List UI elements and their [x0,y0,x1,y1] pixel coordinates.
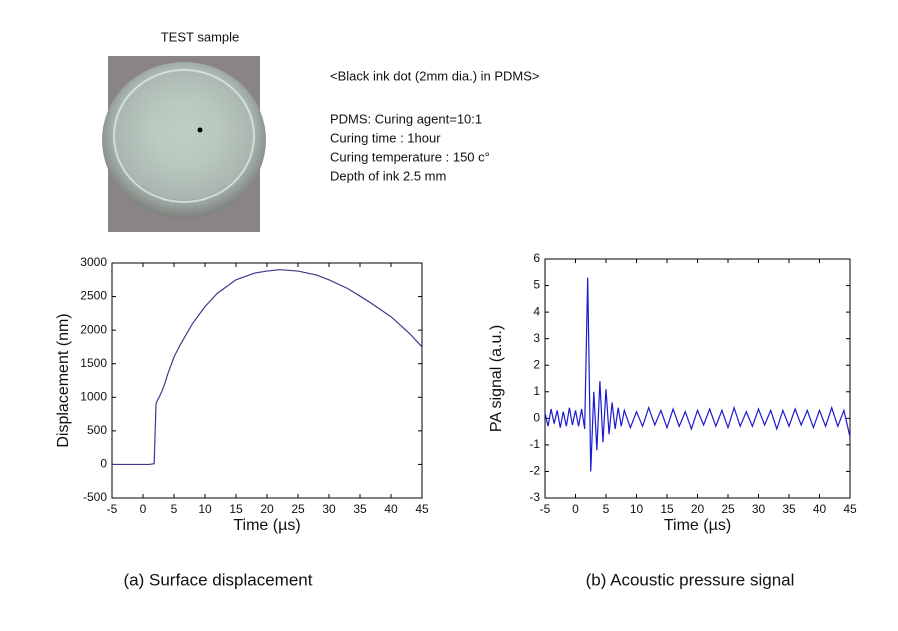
x-tick-label: 25 [291,502,305,516]
y-tick-label: 1500 [80,356,107,370]
x-tick-label: 40 [813,502,827,516]
y-tick-label: -3 [529,490,540,504]
x-tick-label: 5 [603,502,610,516]
description-line: Depth of ink 2.5 mm [330,168,446,183]
x-tick-label: 10 [198,502,212,516]
chart-caption: (b) Acoustic pressure signal [586,570,795,589]
x-tick-label: 45 [843,502,857,516]
x-tick-label: -5 [107,502,118,516]
plot-frame [111,262,423,499]
plot-frame [544,258,851,499]
y-tick-label: -500 [83,490,107,504]
x-tick-label: 0 [140,502,147,516]
y-tick-label: -1 [529,437,540,451]
sample-photo [102,56,266,232]
x-tick-label: 5 [171,502,178,516]
x-tick-label: 25 [721,502,735,516]
y-tick-label: 500 [87,423,107,437]
x-tick-label: 0 [572,502,579,516]
y-tick-label: 1000 [80,389,107,403]
y-tick-label: 0 [533,411,540,425]
y-axis-label: PA signal (a.u.) [488,325,505,432]
y-tick-label: 3 [533,331,540,345]
description-line: Curing time : 1hour [330,130,441,145]
ink-dot [197,127,203,133]
description-line: <Black ink dot (2mm dia.) in PDMS> [330,68,540,83]
x-tick-label: 15 [229,502,243,516]
y-tick-label: 2500 [80,289,107,303]
dish-rim [113,69,255,203]
y-tick-label: 4 [533,304,540,318]
data-line [544,277,851,472]
x-tick-label: 45 [415,502,429,516]
x-tick-label: -5 [540,502,551,516]
data-line [112,269,423,466]
x-tick-label: 35 [782,502,796,516]
chart-caption: (a) Surface displacement [124,570,313,589]
y-tick-label: 6 [533,251,540,265]
y-tick-label: 2000 [80,322,107,336]
x-tick-label: 10 [630,502,644,516]
photo-label: TEST sample [161,29,240,44]
x-axis-label: Time (µs) [233,517,300,534]
x-tick-label: 15 [660,502,674,516]
description-line: PDMS: Curing agent=10:1 [330,111,482,126]
y-tick-label: 1 [533,384,540,398]
x-tick-label: 40 [384,502,398,516]
y-tick-label: 2 [533,357,540,371]
x-tick-label: 30 [752,502,766,516]
y-tick-label: 5 [533,278,540,292]
x-tick-label: 20 [691,502,705,516]
y-tick-label: 3000 [80,255,107,269]
y-tick-label: -2 [529,464,540,478]
y-axis-label: Displacement (nm) [55,313,72,447]
description-line: Curing temperature : 150 c° [330,149,490,164]
x-tick-label: 20 [260,502,274,516]
x-tick-label: 35 [353,502,367,516]
x-tick-label: 30 [322,502,336,516]
y-tick-label: 0 [100,457,107,471]
x-axis-label: Time (µs) [664,517,731,534]
pdms-block [156,100,220,166]
